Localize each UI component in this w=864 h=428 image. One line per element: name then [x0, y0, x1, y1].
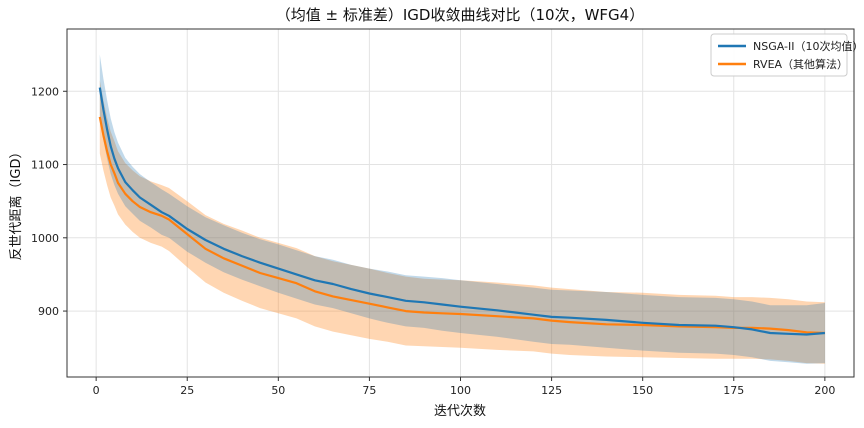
- x-tick-label: 100: [450, 384, 471, 397]
- y-tick-label: 900: [38, 305, 59, 318]
- x-tick-label: 75: [362, 384, 376, 397]
- x-tick-label: 125: [541, 384, 562, 397]
- std-band-rvea: [99, 80, 825, 364]
- legend: NSGA-II（10次均值） RVEA（其他算法）: [710, 33, 863, 77]
- mean-line-rvea: [98, 116, 825, 335]
- legend-label-nsga2: NSGA-II（10次均值）: [753, 39, 863, 53]
- x-tick-label: 175: [723, 384, 744, 397]
- std-band-nsga2: [99, 54, 825, 364]
- std-bands: [99, 54, 825, 364]
- y-axis-label: 反世代距离（IGD）: [8, 146, 24, 261]
- grid-lines: [67, 29, 854, 377]
- legend-box: [710, 33, 848, 77]
- x-tick-label: 0: [93, 384, 100, 397]
- x-tick-label: 25: [180, 384, 194, 397]
- y-axis-ticks: 900 1000 1100 1200: [31, 85, 67, 318]
- series-lines: [98, 87, 825, 336]
- x-axis-label: 迭代次数: [434, 403, 486, 419]
- y-tick-label: 1000: [31, 232, 59, 245]
- y-tick-label: 1200: [31, 85, 59, 98]
- x-axis-ticks: 0 25 50 75 100 125 150 175 200: [93, 377, 835, 397]
- x-tick-label: 200: [814, 384, 835, 397]
- x-tick-label: 50: [271, 384, 285, 397]
- mean-line-nsga2: [98, 87, 825, 336]
- y-tick-label: 1100: [31, 159, 59, 172]
- x-tick-label: 150: [632, 384, 653, 397]
- legend-label-rvea: RVEA（其他算法）: [753, 57, 848, 71]
- chart-title: （均值 ± 标准差）IGD收敛曲线对比（10次，WFG4）: [276, 6, 644, 24]
